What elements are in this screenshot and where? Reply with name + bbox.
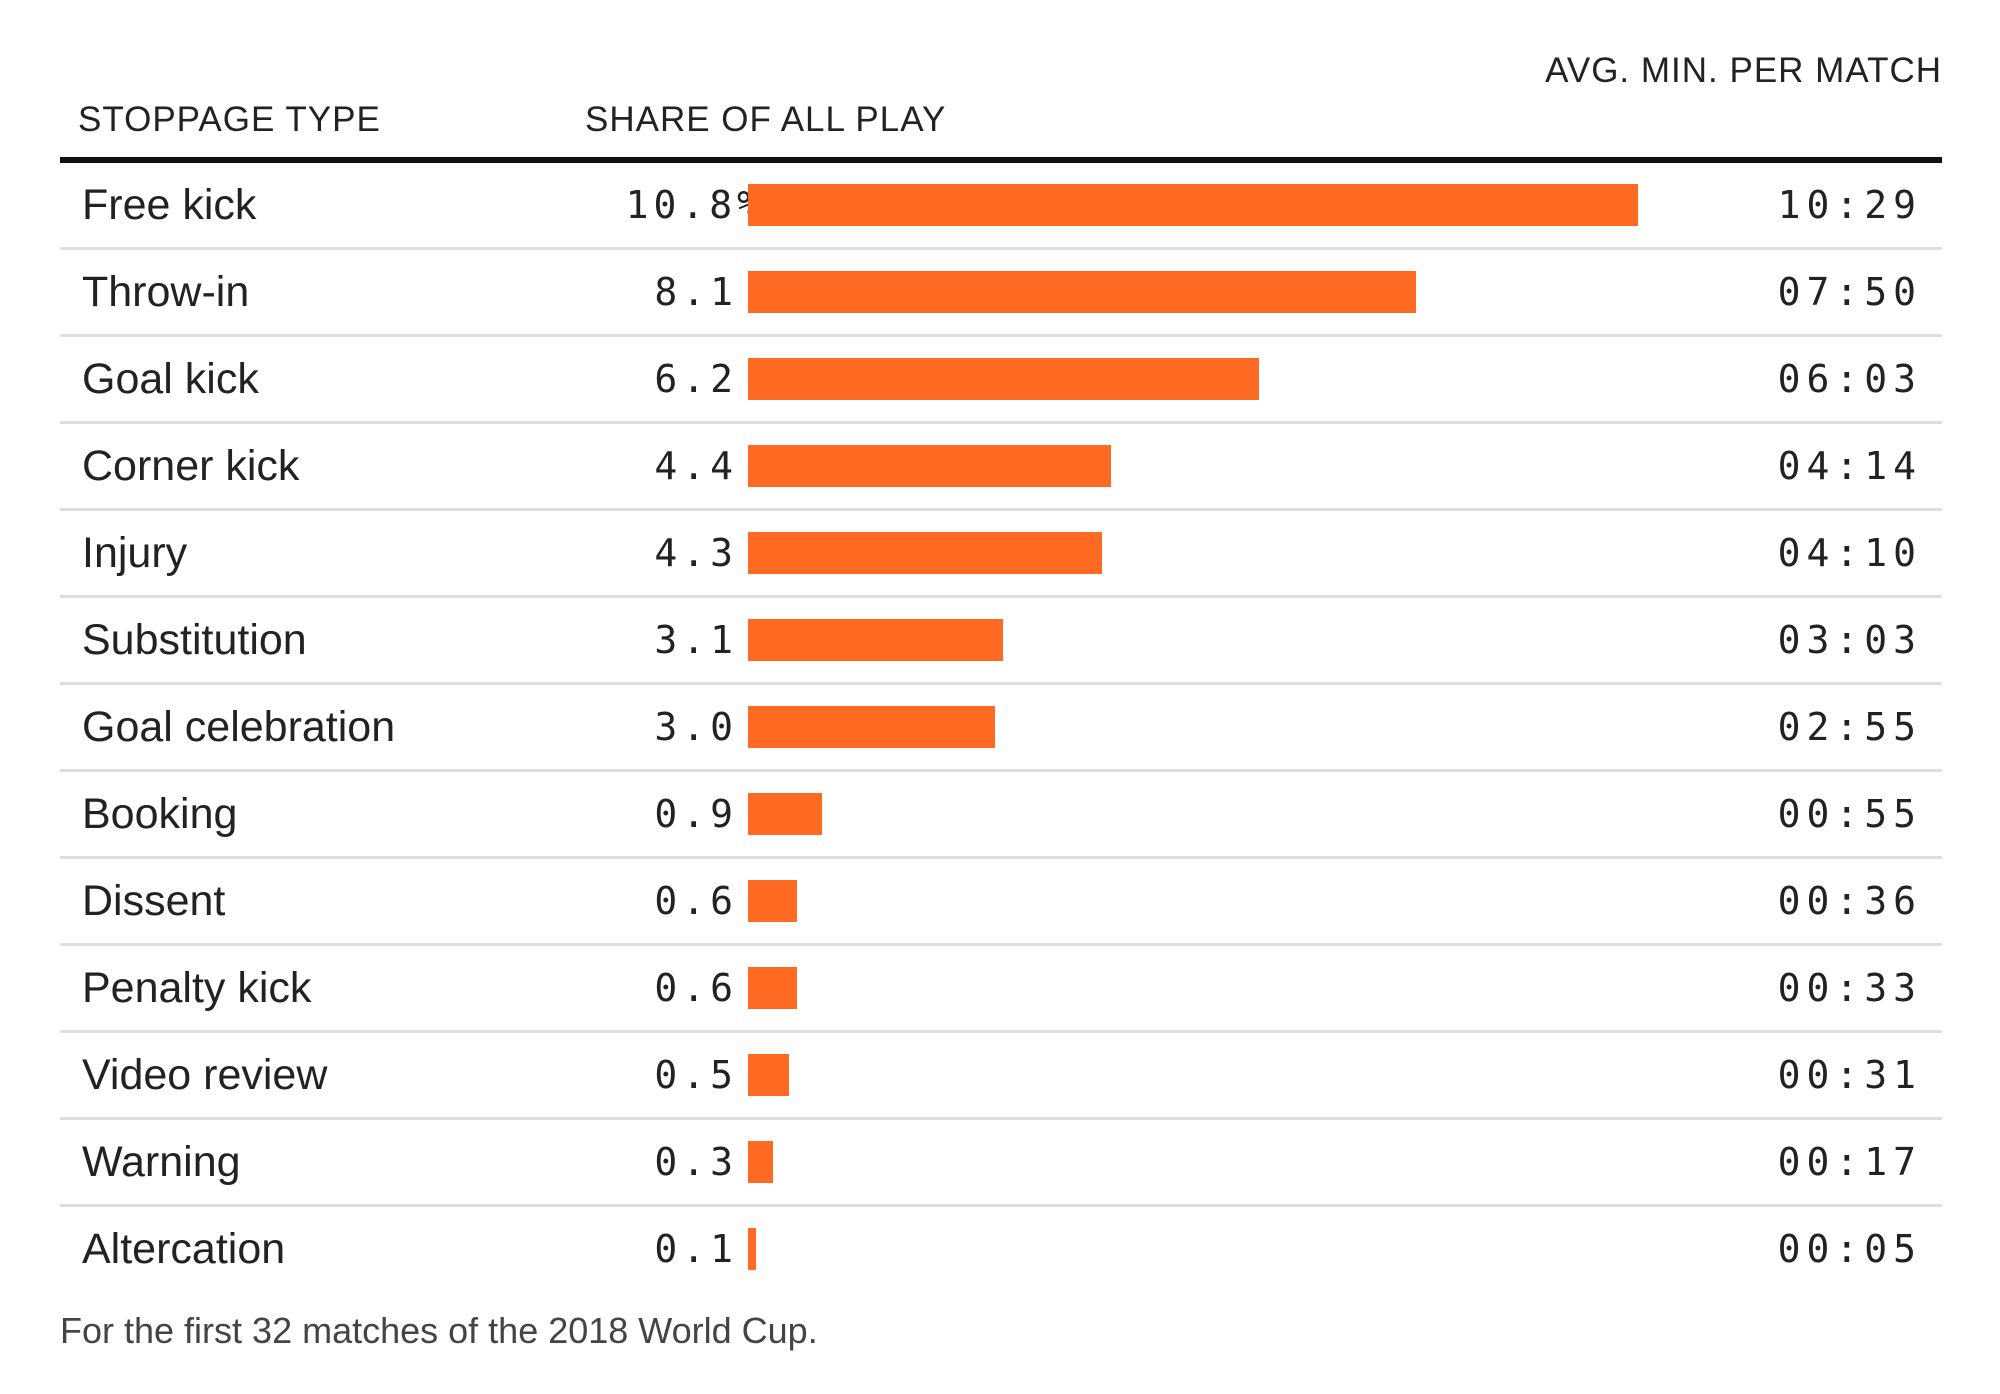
avg-min-per-match-value: 00:36 [1777,879,1922,923]
share-value-label: 10.8% [580,163,760,247]
column-header-avg-min-per-match: AVG. MIN. PER MATCH [1545,51,1942,90]
table-row: Goal kick 6.2 06:03 [60,337,1942,424]
share-value-label: 0.3 [580,1120,760,1204]
stoppage-type-label: Booking [82,790,238,838]
share-value-text: 3.0 [654,705,738,749]
share-value-text: 3.1 [654,618,738,662]
share-bar [748,358,1259,400]
stoppage-type-label: Injury [82,529,188,577]
stoppage-type-label: Free kick [82,181,257,229]
table-row: Video review 0.5 00:31 [60,1033,1942,1120]
share-bar [748,706,996,748]
share-value-label: 6.2 [580,337,760,421]
avg-min-per-match-value: 00:17 [1777,1140,1922,1184]
share-bar [748,1228,757,1270]
share-value-label: 0.6 [580,946,760,1030]
stoppage-type-label: Altercation [82,1225,286,1273]
share-value-label: 0.5 [580,1033,760,1117]
table-body: Free kick 10.8% 10:29 Throw-in 8.1 07:50 Goal … [60,163,1942,1291]
share-value-text: 0.1 [654,1227,738,1271]
share-bar [748,532,1103,574]
share-value-label: 4.3 [580,511,760,595]
share-value-text: 6.2 [654,357,738,401]
share-value-text: 4.4 [654,444,738,488]
avg-min-per-match-value: 04:14 [1777,444,1922,488]
share-bar [748,184,1638,226]
avg-min-per-match-value: 02:55 [1777,705,1922,749]
table-row: Warning 0.3 00:17 [60,1120,1942,1207]
share-value-label: 4.4 [580,424,760,508]
avg-min-per-match-value: 00:31 [1777,1053,1922,1097]
stoppage-type-label: Dissent [82,877,226,925]
avg-min-per-match-value: 00:55 [1777,792,1922,836]
share-bar [748,619,1004,661]
stoppage-type-label: Goal celebration [82,703,396,751]
table-row: Substitution 3.1 03:03 [60,598,1942,685]
share-bar [748,1054,790,1096]
stoppage-type-label: Substitution [82,616,307,664]
stoppage-table: STOPPAGE TYPE SHARE OF ALL PLAY AVG. MIN… [60,0,1942,1394]
avg-min-per-match-value: 07:50 [1777,270,1922,314]
table-row: Goal celebration 3.0 02:55 [60,685,1942,772]
avg-min-per-match-value: 03:03 [1777,618,1922,662]
avg-min-per-match-value: 10:29 [1777,183,1922,227]
avg-min-per-match-value: 00:33 [1777,966,1922,1010]
column-header-share-of-all-play: SHARE OF ALL PLAY [585,100,947,139]
stoppage-type-label: Warning [82,1138,241,1186]
share-value-text: 0.9 [654,792,738,836]
stoppage-type-label: Penalty kick [82,964,312,1012]
share-value-label: 0.9 [580,772,760,856]
share-value-text: 0.6 [654,879,738,923]
table-row: Corner kick 4.4 04:14 [60,424,1942,511]
share-value-label: 3.0 [580,685,760,769]
avg-min-per-match-value: 00:05 [1777,1227,1922,1271]
share-bar [748,880,798,922]
table-row: Altercation 0.1 00:05 [60,1207,1942,1291]
share-bar [748,1141,773,1183]
share-value-text: 4.3 [654,531,738,575]
table-row: Penalty kick 0.6 00:33 [60,946,1942,1033]
table-row: Free kick 10.8% 10:29 [60,163,1942,250]
share-bar [748,967,798,1009]
share-value-label: 0.6 [580,859,760,943]
avg-min-per-match-value: 06:03 [1777,357,1922,401]
stoppage-type-label: Corner kick [82,442,300,490]
table-row: Injury 4.3 04:10 [60,511,1942,598]
stoppage-type-label: Throw-in [82,268,250,316]
share-value-label: 3.1 [580,598,760,682]
column-header-stoppage-type: STOPPAGE TYPE [78,100,381,139]
table-row: Booking 0.9 00:55 [60,772,1942,859]
table-row: Throw-in 8.1 07:50 [60,250,1942,337]
share-value-text: 0.6 [654,966,738,1010]
share-value-text: 0.3 [654,1140,738,1184]
header-rule [60,157,1942,163]
footnote: For the first 32 matches of the 2018 Wor… [60,1310,818,1351]
share-bar [748,271,1416,313]
stoppage-type-label: Video review [82,1051,328,1099]
share-value-text: 8.1 [654,270,738,314]
share-value-label: 0.1 [580,1207,760,1291]
avg-min-per-match-value: 04:10 [1777,531,1922,575]
share-value-text: 10.8 [625,183,738,227]
share-value-text: 0.5 [654,1053,738,1097]
share-bar [748,445,1111,487]
share-value-label: 8.1 [580,250,760,334]
stoppage-type-label: Goal kick [82,355,259,403]
share-bar [748,793,823,835]
table-row: Dissent 0.6 00:36 [60,859,1942,946]
